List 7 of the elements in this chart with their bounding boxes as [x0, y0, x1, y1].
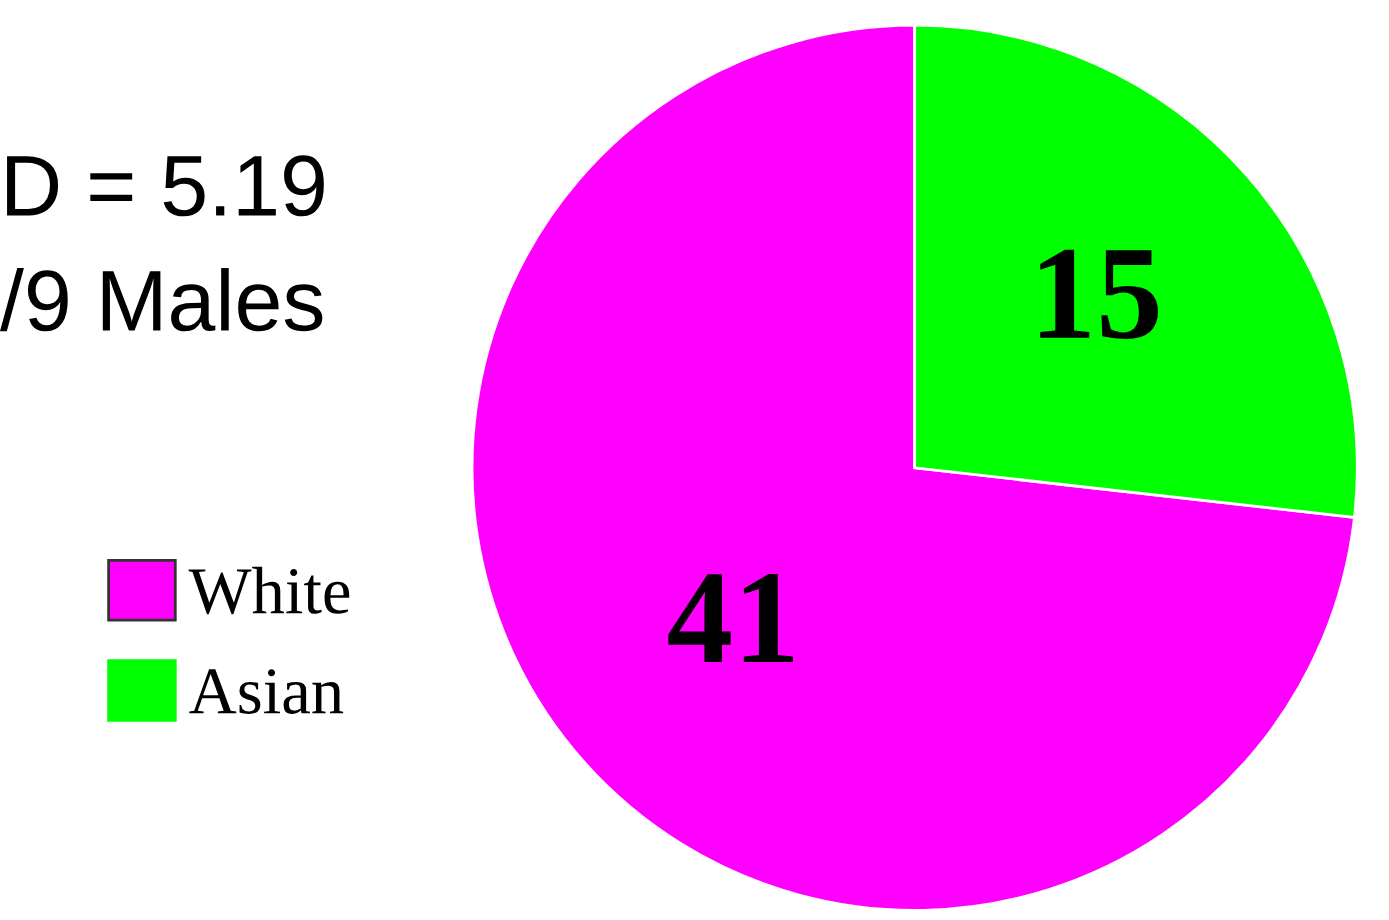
data-label: 41: [668, 574, 793, 663]
pie-slice: [470, 23, 1356, 912]
data-label: 15: [1040, 249, 1158, 339]
text: D = 5.19: [7, 155, 324, 217]
legend-label: White: [188, 566, 350, 615]
text: /9 Males: [0, 268, 323, 332]
legend-label: Asian: [189, 669, 344, 714]
